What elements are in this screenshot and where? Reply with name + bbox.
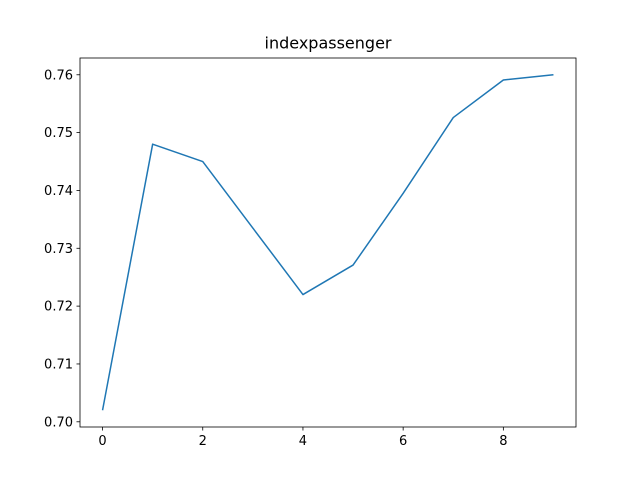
x-tick-label: 6 — [399, 434, 407, 449]
x-axis-ticks: 0 2 4 6 8 — [98, 427, 507, 449]
series-lines — [101, 74, 554, 411]
x-tick-label: 2 — [199, 434, 207, 449]
x-tick-label: 4 — [299, 434, 307, 449]
y-tick-label: 0.72 — [44, 300, 73, 315]
y-tick-label: 0.73 — [44, 242, 73, 257]
y-axis-ticks: 0.70 0.71 0.72 0.73 0.74 0.75 0.76 — [44, 68, 80, 430]
x-tick-label: 8 — [499, 434, 507, 449]
y-tick-label: 0.76 — [44, 68, 73, 83]
plot-area-frame — [79, 57, 577, 428]
y-tick-label: 0.75 — [44, 126, 73, 141]
chart-title: indexpassenger — [265, 34, 392, 53]
x-tick-label: 0 — [98, 434, 106, 449]
y-tick-label: 0.70 — [44, 415, 73, 430]
series-line — [101, 74, 554, 411]
y-tick-label: 0.71 — [44, 357, 73, 372]
y-tick-label: 0.74 — [44, 184, 73, 199]
